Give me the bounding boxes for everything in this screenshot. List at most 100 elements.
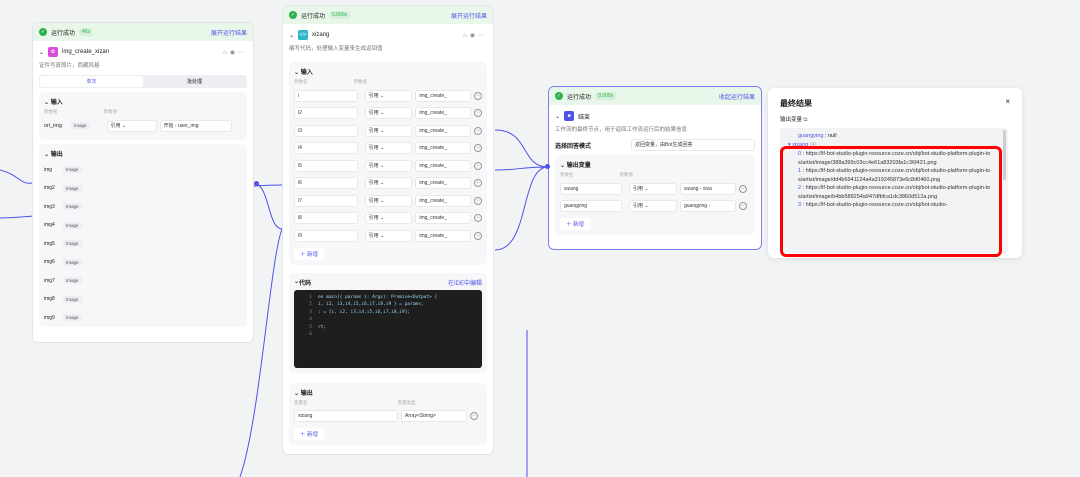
- value-select[interactable]: xizang - xiza: [680, 182, 736, 195]
- param-name-input[interactable]: guangying: [560, 200, 622, 213]
- collapse-results-link[interactable]: 收起运行结果: [718, 94, 755, 101]
- code-editor[interactable]: 1 on main({ params }: Args): Promise<Outp…: [294, 289, 482, 368]
- add-output-button[interactable]: ＋ 新增: [294, 428, 325, 440]
- input-row: i6 引用 ⌄ img_create_ −: [294, 175, 482, 193]
- value-select[interactable]: img_create_: [415, 142, 472, 155]
- expand-triangle-icon[interactable]: ▾: [788, 142, 791, 148]
- expand-results-link[interactable]: 展开运行结果: [450, 13, 487, 20]
- final-result-panel: 最终结果 × 输出变量 ⧉ guangying : null ▾ xizang …: [768, 88, 1022, 258]
- add-input-button[interactable]: ＋ 新增: [294, 247, 325, 260]
- value-select[interactable]: img_create_: [415, 107, 472, 120]
- remove-icon[interactable]: −: [474, 144, 482, 153]
- output-type-select[interactable]: Array<String>: [401, 410, 467, 423]
- expand-results-link[interactable]: 展开运行结果: [210, 30, 247, 37]
- array-item: 3 : https://lf-bot-studio-plugin-resourc…: [798, 202, 948, 208]
- answer-mode-label: 选择回答模式: [555, 143, 592, 150]
- remove-icon[interactable]: −: [474, 231, 482, 240]
- array-item: 0 : https://lf-bot-studio-plugin-resourc…: [798, 151, 991, 166]
- chevron-down-icon[interactable]: ⌄: [39, 49, 45, 56]
- tab-batch[interactable]: 批处理: [186, 79, 202, 85]
- input-section: ⌄ 输入 参数名 参数值 i 引用 ⌄ img_create_ − i2 引用 ⌄ img_c…: [289, 62, 487, 265]
- node-end[interactable]: ✓ 运行成功 0.000s 收起运行结果 ⌄ ■ 结束 工作流的最终节点，用于返回工作流运…: [548, 86, 762, 250]
- input-row: i9 引用 ⌄ img_create_ −: [294, 227, 482, 245]
- remove-icon[interactable]: −: [474, 179, 482, 188]
- edit-in-ide-link[interactable]: 在IDE中编辑: [447, 280, 482, 287]
- ref-select[interactable]: 引用 ⌄: [364, 194, 413, 207]
- output-port[interactable]: [254, 181, 259, 186]
- param-name-input[interactable]: i4: [294, 142, 358, 155]
- type-tag: Image: [63, 258, 82, 266]
- ref-select[interactable]: 引用 ⌄: [364, 177, 413, 190]
- column-label: 变量名: [294, 399, 308, 405]
- type-tag: Image: [63, 277, 82, 285]
- ref-select[interactable]: 引用 ⌄: [629, 182, 677, 195]
- param-name-input[interactable]: i9: [294, 229, 358, 242]
- code-line: 4: [309, 317, 312, 323]
- ref-select[interactable]: 引用 ⌄: [364, 89, 413, 102]
- param-name-input[interactable]: i3: [294, 124, 358, 137]
- input-section: ⌄ 输入 参数名 参数值 ori_img Image 引用 ⌄ 开始 - user_im…: [39, 92, 247, 140]
- chevron-down-icon[interactable]: ⌄: [289, 32, 295, 39]
- copy-icon[interactable]: ⧉: [803, 117, 808, 123]
- value-select[interactable]: img_create_: [415, 124, 472, 137]
- input-row: i 引用 ⌄ img_create_ −: [294, 87, 482, 105]
- node-tools-icon[interactable]: ⌂◉⋯: [223, 49, 247, 56]
- node-img-create-xizan[interactable]: ✓ 运行成功 46s 展开运行结果 ⌄ ✿ img_create_xizan ⌂◉⋯ 证件写…: [32, 22, 254, 343]
- input-port[interactable]: [545, 164, 550, 169]
- value-select[interactable]: img_create_: [415, 89, 472, 102]
- value-select[interactable]: img_create_: [415, 159, 472, 172]
- remove-icon[interactable]: −: [474, 161, 482, 170]
- type-tag: Image: [63, 314, 82, 322]
- ref-select[interactable]: 引用 ⌄: [364, 212, 413, 225]
- remove-icon[interactable]: −: [739, 202, 747, 211]
- ref-select[interactable]: 引用 ⌄: [364, 107, 413, 120]
- ref-select[interactable]: 引用 ⌄: [364, 124, 413, 137]
- output-name: img7: [44, 277, 55, 284]
- ref-select[interactable]: 引用 ⌄: [364, 159, 413, 172]
- node-description: 编写代码，处理输入变量来生成返回值: [289, 46, 383, 52]
- param-name-input[interactable]: i2: [294, 107, 358, 120]
- scrollbar[interactable]: [1003, 130, 1006, 180]
- answer-mode-select[interactable]: 返回变量，由Bot生成回答: [631, 139, 755, 151]
- remove-icon[interactable]: −: [474, 196, 482, 205]
- input-row: i8 引用 ⌄ img_create_ −: [294, 210, 482, 228]
- add-output-button[interactable]: ＋ 新增: [560, 218, 591, 230]
- output-row: img4 Image: [44, 216, 242, 235]
- output-name-input[interactable]: xizang: [294, 410, 398, 423]
- remove-icon[interactable]: −: [739, 184, 747, 193]
- tab-single[interactable]: 单次: [40, 76, 143, 87]
- node-tools-icon[interactable]: ⌂◉⋯: [463, 32, 487, 39]
- remove-icon[interactable]: −: [470, 412, 478, 421]
- remove-icon[interactable]: −: [474, 126, 482, 135]
- code-icon: </>: [298, 30, 309, 40]
- ref-select[interactable]: 引用 ⌄: [106, 119, 157, 132]
- ref-select[interactable]: 引用 ⌄: [364, 142, 413, 155]
- column-label: 参数值: [619, 172, 634, 177]
- remove-icon[interactable]: −: [474, 91, 482, 100]
- param-name-input[interactable]: i8: [294, 212, 358, 225]
- output-row: img9 Image: [44, 309, 242, 328]
- value-select[interactable]: img_create_: [415, 194, 472, 207]
- section-title: 输入: [300, 70, 313, 76]
- output-section: ⌄ 输出 变量名 变量类型 xizang Array<String> − ＋ 新增: [289, 382, 487, 445]
- value-select[interactable]: guangying -: [680, 200, 736, 213]
- chevron-down-icon[interactable]: ⌄: [555, 113, 561, 120]
- run-status-bar: ✓ 运行成功 0.000s 收起运行结果: [549, 87, 761, 105]
- param-name-input[interactable]: i5: [294, 159, 358, 172]
- source-select[interactable]: 开始 - user_img: [159, 119, 232, 132]
- node-xizang-code[interactable]: ✓ 运行成功 0.060s 展开运行结果 ⌄ </> xizang ⌂◉⋯ 编写代码，处理输…: [282, 5, 494, 455]
- value-select[interactable]: img_create_: [415, 177, 472, 190]
- param-name-input[interactable]: i7: [294, 194, 358, 207]
- remove-icon[interactable]: −: [474, 214, 482, 223]
- param-name-input[interactable]: i6: [294, 177, 358, 190]
- param-name-input[interactable]: i: [294, 89, 358, 102]
- run-status: 运行成功: [301, 13, 326, 20]
- remove-icon[interactable]: −: [474, 109, 482, 118]
- ref-select[interactable]: 引用 ⌄: [629, 200, 677, 213]
- value-select[interactable]: img_create_: [415, 212, 472, 225]
- node-description: 证件写真照片，西藏风格: [39, 63, 100, 69]
- value-select[interactable]: img_create_: [415, 229, 472, 242]
- close-icon[interactable]: ×: [1005, 97, 1010, 106]
- param-name-input[interactable]: xizang: [560, 182, 622, 195]
- ref-select[interactable]: 引用 ⌄: [364, 229, 413, 242]
